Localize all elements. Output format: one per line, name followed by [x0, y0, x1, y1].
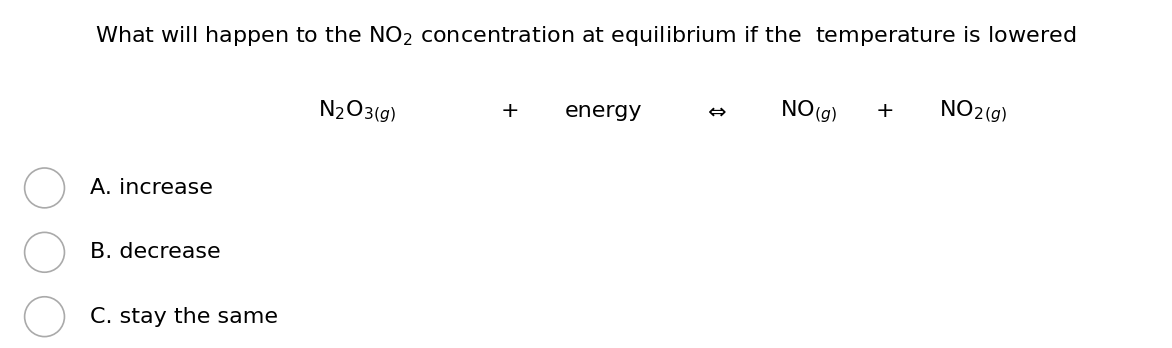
Text: C. stay the same: C. stay the same: [90, 307, 278, 327]
Text: What will happen to the NO$_2$ concentration at equilibrium if the  temperature : What will happen to the NO$_2$ concentra…: [95, 24, 1077, 48]
Text: $\Leftrightarrow$: $\Leftrightarrow$: [703, 101, 727, 121]
Text: B. decrease: B. decrease: [90, 242, 220, 262]
Text: +: +: [875, 101, 894, 121]
Text: A. increase: A. increase: [90, 178, 213, 198]
Text: +: +: [500, 101, 519, 121]
Text: energy: energy: [565, 101, 642, 121]
Text: NO$_2$$_{(g)}$: NO$_2$$_{(g)}$: [939, 98, 1007, 125]
Text: NO$_{(g)}$: NO$_{(g)}$: [781, 98, 837, 125]
Text: N$_2$O$_3$$_{(g)}$: N$_2$O$_3$$_{(g)}$: [319, 98, 396, 125]
